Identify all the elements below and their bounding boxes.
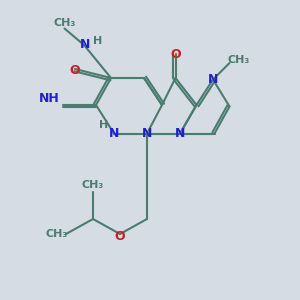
- Text: CH₃: CH₃: [82, 179, 104, 190]
- Text: N: N: [109, 127, 119, 140]
- Text: N: N: [208, 73, 218, 86]
- Text: N: N: [80, 38, 91, 52]
- Text: CH₃: CH₃: [227, 55, 250, 65]
- Text: N: N: [175, 127, 185, 140]
- Text: O: O: [170, 47, 181, 61]
- Text: O: O: [70, 64, 80, 77]
- Text: CH₃: CH₃: [46, 229, 68, 239]
- Text: O: O: [115, 230, 125, 244]
- Text: NH: NH: [39, 92, 60, 106]
- Text: H: H: [99, 119, 108, 130]
- Text: N: N: [142, 127, 152, 140]
- Text: CH₃: CH₃: [53, 17, 76, 28]
- Text: H: H: [93, 35, 102, 46]
